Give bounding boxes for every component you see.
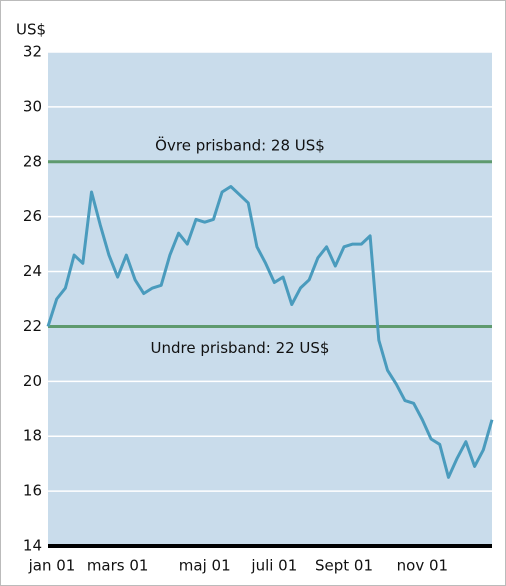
y-tick-label: 16: [23, 482, 42, 500]
y-tick-label: 14: [23, 537, 42, 555]
x-tick-label: juli 01: [250, 557, 297, 575]
x-tick-label: mars 01: [87, 557, 149, 575]
y-tick-label: 22: [23, 317, 42, 335]
y-tick-label: 30: [23, 97, 42, 115]
y-tick-label: 20: [23, 372, 42, 390]
x-tick-label: nov 01: [397, 557, 448, 575]
y-axis-label: US$: [16, 21, 46, 39]
price-line: [46, 184, 494, 479]
y-tick-label: 28: [23, 152, 42, 170]
y-tick-label: 26: [23, 207, 42, 225]
band-label: Övre prisband: 28 US$: [155, 135, 325, 154]
y-tick-label: 18: [23, 427, 42, 445]
x-tick-label: maj 01: [179, 557, 231, 575]
x-tick-label: jan 01: [28, 557, 76, 575]
band-label: Undre prisband: 22 US$: [151, 339, 330, 357]
plot-area: [48, 52, 492, 546]
y-tick-label: 24: [23, 262, 42, 280]
y-tick-label: 32: [23, 43, 42, 61]
x-tick-label: Sept 01: [315, 557, 373, 575]
